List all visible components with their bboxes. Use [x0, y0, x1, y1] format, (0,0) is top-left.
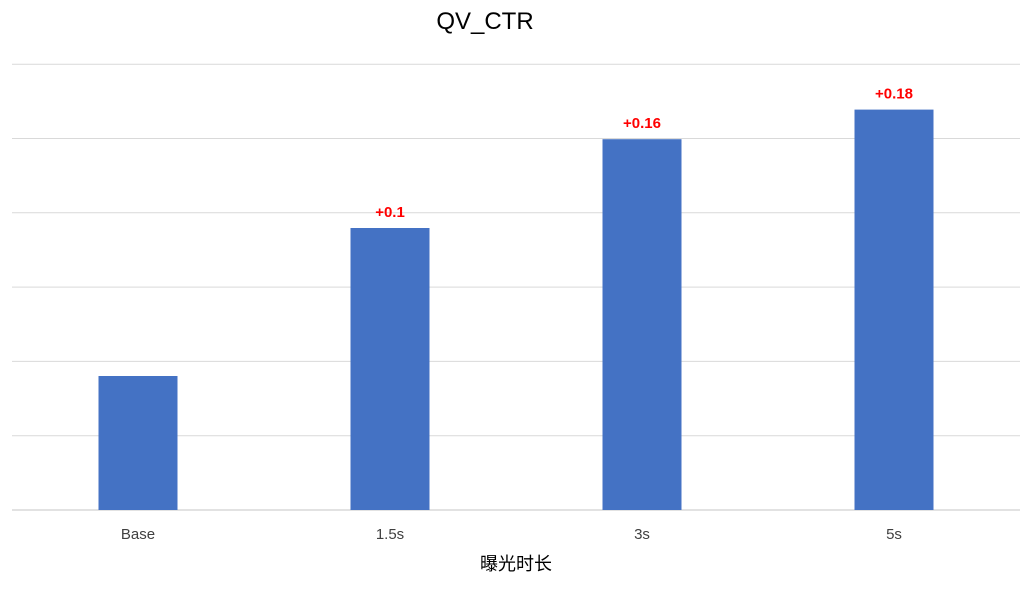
gridlines: [12, 63, 1020, 511]
bar-Base: [98, 376, 178, 510]
bar-1.5s: [350, 228, 430, 510]
bar-3s: [602, 139, 682, 510]
category-label-5s: 5s: [886, 526, 902, 543]
bars: [98, 109, 934, 510]
data-label-5s: +0.18: [875, 86, 913, 103]
data-labels: +0.1 +0.16 +0.18: [375, 86, 913, 221]
data-label-1.5s: +0.1: [375, 204, 405, 221]
category-label-1.5s: 1.5s: [376, 526, 404, 543]
chart-title: QV_CTR: [436, 8, 534, 35]
category-label-Base: Base: [121, 526, 155, 543]
category-axis: Base 1.5s 3s 5s: [121, 526, 902, 543]
data-label-3s: +0.16: [623, 115, 661, 132]
bar-5s: [854, 109, 934, 510]
category-label-3s: 3s: [634, 526, 650, 543]
x-axis-title: 曝光时长: [480, 554, 552, 575]
